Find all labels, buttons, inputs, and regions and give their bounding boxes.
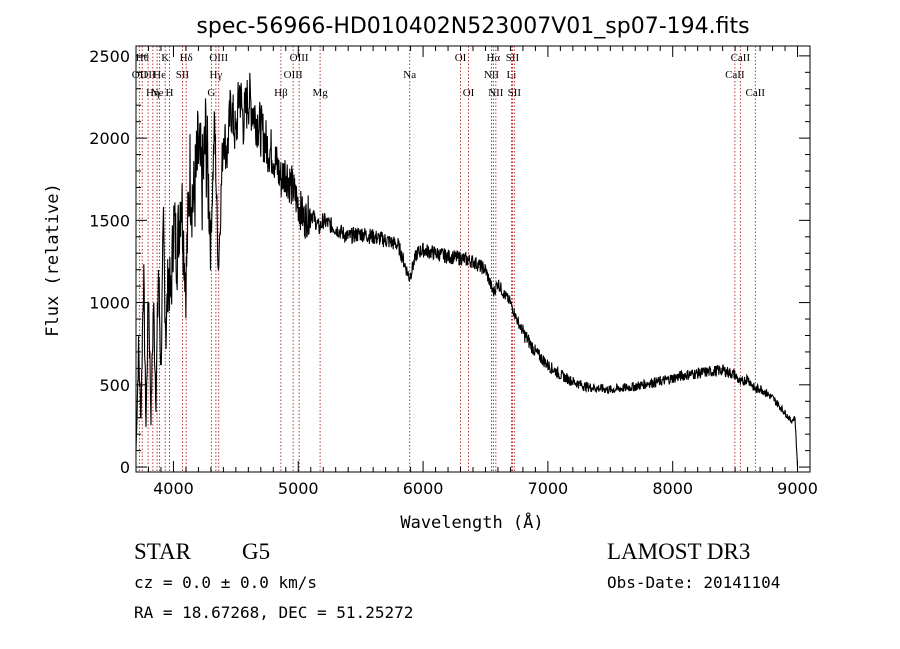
spectral-line-label: Hη bbox=[146, 87, 160, 99]
spectral-line-label: SII bbox=[508, 87, 522, 99]
x-tick-label: 7000 bbox=[528, 479, 569, 498]
object-class: STAR bbox=[134, 539, 191, 564]
spectral-line-label: Mg bbox=[312, 87, 328, 99]
chart-title: spec-56966-HD010402N523007V01_sp07-194.f… bbox=[196, 14, 749, 39]
spectral-line-label: OII bbox=[140, 69, 156, 81]
y-tick-label: 1000 bbox=[89, 294, 130, 313]
spectral-line-label: Hδ bbox=[180, 52, 193, 64]
spectral-line-label: Hβ bbox=[274, 87, 288, 99]
y-axis-label: Flux (relative) bbox=[43, 183, 63, 337]
y-tick-label: 500 bbox=[99, 376, 130, 395]
x-tick-label: 6000 bbox=[403, 479, 444, 498]
spectral-line-label: Na bbox=[403, 69, 416, 81]
spectrum-trace bbox=[135, 72, 799, 468]
spectral-line-label: OI bbox=[463, 87, 475, 99]
x-tick-label: 4000 bbox=[153, 479, 194, 498]
spectral-line-label: OIII bbox=[290, 52, 309, 64]
coordinates-readout: RA = 18.67268, DEC = 51.25272 bbox=[134, 603, 414, 622]
spectral-line-label: NII bbox=[484, 69, 500, 81]
spectral-subclass: G5 bbox=[242, 539, 271, 564]
spectral-line-label: OIII bbox=[284, 69, 303, 81]
spectral-line-label: SII bbox=[506, 52, 520, 64]
y-tick-label: 0 bbox=[120, 458, 130, 477]
x-tick-label: 9000 bbox=[777, 479, 818, 498]
y-axis: 0 500 1000 1500 2000 2500 bbox=[89, 47, 810, 477]
spectral-line-label: K bbox=[161, 52, 169, 64]
redshift-readout: cz = 0.0 ± 0.0 km/s bbox=[134, 573, 318, 592]
x-axis-label: Wavelength (Å) bbox=[400, 511, 543, 533]
spectral-line-label: Hθ bbox=[136, 52, 149, 64]
x-tick-label: 8000 bbox=[652, 479, 693, 498]
y-tick-label: 1500 bbox=[89, 211, 130, 230]
spectral-line-label: CaII bbox=[731, 52, 751, 64]
spectral-line-label: H bbox=[165, 87, 173, 99]
spectral-line-label: OI bbox=[455, 52, 467, 64]
spectral-line-label: Hγ bbox=[209, 69, 222, 81]
spectral-line-label: CaII bbox=[746, 87, 766, 99]
y-tick-label: 2500 bbox=[89, 47, 130, 66]
spectral-line-label: Ne bbox=[151, 87, 164, 99]
y-tick-label: 2000 bbox=[89, 129, 130, 148]
spectral-line-label: Hα bbox=[486, 52, 500, 64]
spectral-line-label: G bbox=[207, 87, 215, 99]
x-axis: 4000 5000 6000 7000 8000 9000 bbox=[135, 46, 818, 498]
observation-date: Obs-Date: 20141104 bbox=[607, 573, 781, 592]
survey-name: LAMOST DR3 bbox=[607, 539, 751, 564]
spectral-line-label: SII bbox=[176, 69, 190, 81]
spectral-line-label: OIII bbox=[209, 52, 228, 64]
spectral-line-label: CaII bbox=[725, 69, 745, 81]
spectral-line-label: Li bbox=[507, 69, 517, 81]
spectral-line-label: He bbox=[153, 69, 166, 81]
spectral-line-label: NII bbox=[488, 87, 504, 99]
emission-line-markers: OIIHθOIIHηNeHeKHSIIHδGHγOIIIHβOIIIOIIIMg… bbox=[132, 46, 766, 472]
x-tick-label: 5000 bbox=[278, 479, 319, 498]
